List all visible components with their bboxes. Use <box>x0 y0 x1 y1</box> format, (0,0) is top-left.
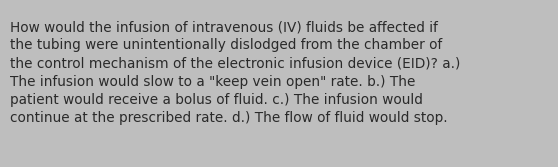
Text: How would the infusion of intravenous (IV) fluids be affected if
the tubing were: How would the infusion of intravenous (I… <box>10 20 460 125</box>
